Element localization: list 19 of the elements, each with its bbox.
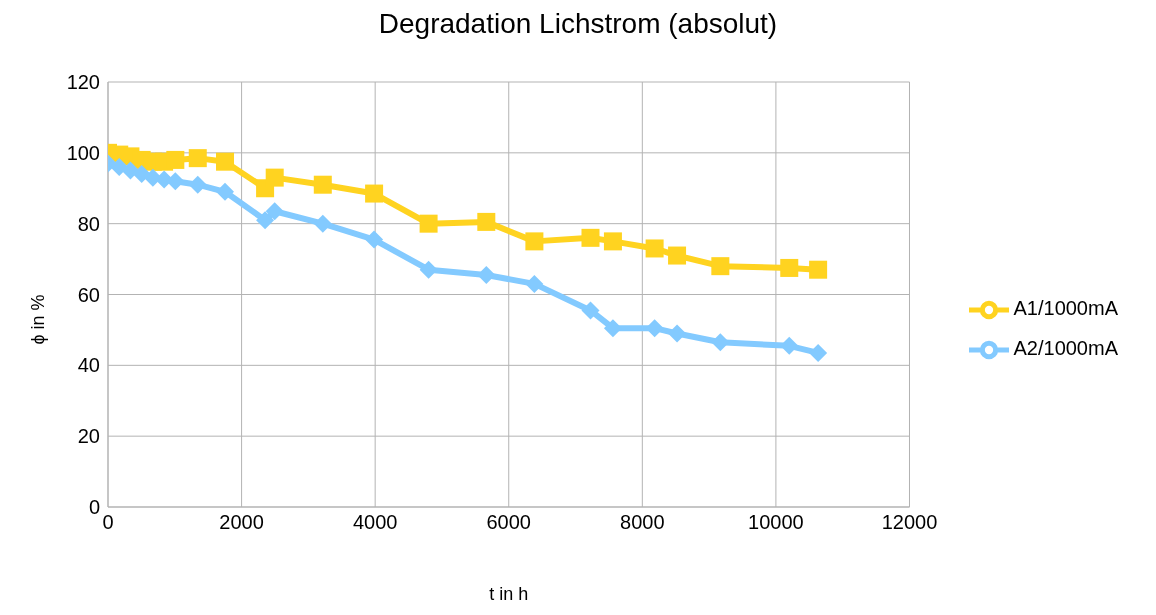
y-tick-label: 0 xyxy=(88,496,100,519)
x-tick-label: 0 xyxy=(102,511,114,534)
y-tick-label: 120 xyxy=(66,71,100,94)
x-tick-label: 4000 xyxy=(352,511,398,534)
x-tick-label: 12000 xyxy=(881,511,938,534)
y-tick-label: 40 xyxy=(77,354,100,377)
x-tick-label: 10000 xyxy=(748,511,804,534)
x-tick-label: 8000 xyxy=(620,511,665,534)
x-axis-title: t in h xyxy=(489,583,529,604)
y-tick-label: 60 xyxy=(77,283,100,306)
legend-label: A2/1000mA xyxy=(1013,336,1118,359)
legend-label: A1/1000mA xyxy=(1013,296,1118,319)
y-axis-title: ϕ in % xyxy=(28,294,49,345)
x-tick-label: 2000 xyxy=(219,511,264,534)
x-tick-label: 6000 xyxy=(486,511,531,534)
chart-title: Degradation Lichstrom (absolut) xyxy=(377,8,779,41)
y-tick-label: 80 xyxy=(77,212,100,235)
y-tick-label: 100 xyxy=(66,141,100,164)
y-tick-label: 20 xyxy=(77,425,100,448)
